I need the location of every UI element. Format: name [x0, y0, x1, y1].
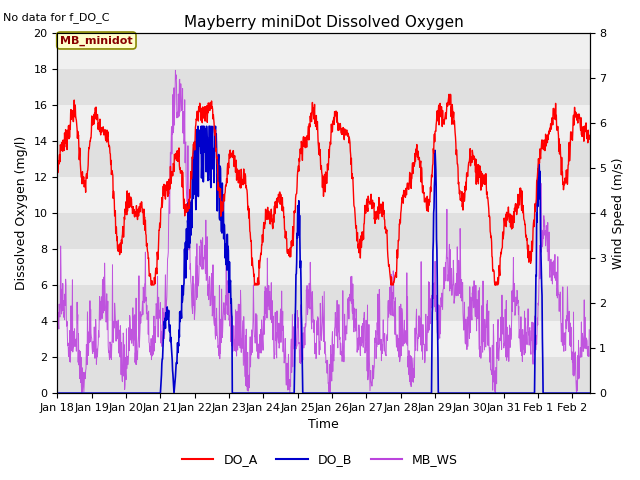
X-axis label: Time: Time: [308, 419, 339, 432]
Text: No data for f_DO_C: No data for f_DO_C: [3, 12, 109, 23]
Y-axis label: Wind Speed (m/s): Wind Speed (m/s): [612, 157, 625, 269]
Y-axis label: Dissolved Oxygen (mg/l): Dissolved Oxygen (mg/l): [15, 136, 28, 290]
Bar: [58, 249, 589, 285]
Bar: [58, 33, 589, 69]
Legend: DO_A, DO_B, MB_WS: DO_A, DO_B, MB_WS: [177, 448, 463, 471]
Bar: [58, 321, 589, 357]
Text: MB_minidot: MB_minidot: [60, 36, 132, 46]
Title: Mayberry miniDot Dissolved Oxygen: Mayberry miniDot Dissolved Oxygen: [184, 15, 463, 30]
Bar: [58, 105, 589, 141]
Bar: [58, 177, 589, 213]
